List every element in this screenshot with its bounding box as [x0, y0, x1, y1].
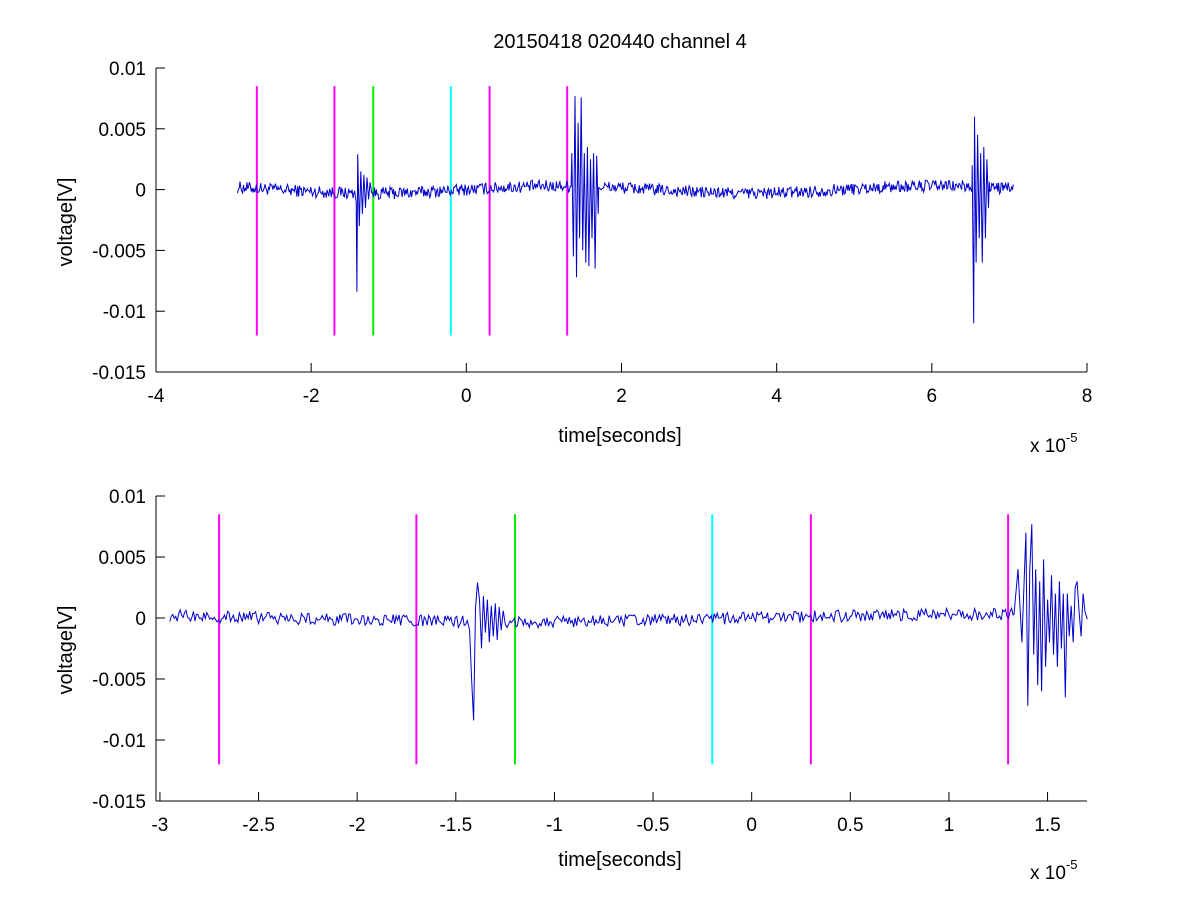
bottom-x-tick-label: -1.5	[439, 815, 472, 836]
top-x-tick-label: -4	[148, 386, 165, 407]
top-x-tick-label: 0	[461, 386, 472, 407]
top-x-axis-label: time[seconds]	[558, 425, 681, 447]
bottom-x-tick-label: 0.5	[837, 815, 863, 836]
top-x-tick-label: 8	[1082, 386, 1093, 407]
bottom-plot: -3 -2.5 -2 -1.5 -1 -0.5 0 0.5 1 1.5 0.01 0.005 0 -0.0…	[55, 487, 1088, 884]
top-y-tick-label: -0.015	[92, 363, 146, 384]
bottom-y-axis-label: voltage[V]	[55, 606, 77, 695]
bottom-x-tick-label: -3	[151, 815, 168, 836]
bottom-series-line	[169, 524, 1088, 721]
chart-title: 20150418 020440 channel 4	[493, 31, 747, 53]
top-y-axis-label: voltage[V]	[55, 178, 77, 267]
top-x-exponent-power: -5	[1066, 430, 1078, 445]
top-y-tick-label: -0.005	[92, 241, 146, 262]
top-plot: 20150418 020440 channel 4 -4 -2 0 2 4 6 8 0.01 0…	[55, 31, 1092, 457]
bottom-x-tick-label: -2.5	[242, 815, 275, 836]
bottom-x-tick-label: -2	[349, 815, 366, 836]
top-x-exponent-base: x 10	[1030, 436, 1066, 457]
top-x-tick-label: 4	[771, 386, 782, 407]
bottom-markers	[218, 514, 1010, 765]
top-x-tick-label: -2	[303, 386, 320, 407]
bottom-x-exponent-power: -5	[1066, 857, 1078, 872]
top-axes: -4 -2 0 2 4 6 8 0.01 0.005 0 -0.005 -0.01 -0.015	[92, 59, 1092, 407]
top-y-tick-label: 0.01	[109, 59, 146, 80]
top-trace	[237, 95, 1014, 324]
top-y-tick-label: 0.005	[98, 120, 146, 141]
bottom-x-tick-label: 1	[944, 815, 955, 836]
bottom-axes: -3 -2.5 -2 -1.5 -1 -0.5 0 0.5 1 1.5 0.01 0.005 0 -0.0…	[92, 487, 1087, 836]
bottom-y-tick-label: -0.015	[92, 792, 146, 813]
top-y-tick-label: -0.01	[103, 302, 146, 323]
bottom-y-tick-label: 0.01	[109, 487, 146, 508]
bottom-y-tick-label: -0.005	[92, 670, 146, 691]
bottom-x-tick-label: -1	[546, 815, 563, 836]
bottom-x-tick-label: -0.5	[637, 815, 670, 836]
bottom-x-axis-label: time[seconds]	[558, 849, 681, 871]
top-series-line	[237, 95, 1014, 324]
top-x-exponent: x 10-5	[1030, 430, 1077, 457]
bottom-y-tick-label: 0.005	[98, 548, 146, 569]
bottom-y-tick-label: 0	[135, 609, 146, 630]
top-x-tick-label: 6	[927, 386, 938, 407]
top-y-tick-label: 0	[135, 181, 146, 202]
top-x-tick-label: 2	[616, 386, 627, 407]
bottom-x-exponent: x 10-5	[1030, 857, 1077, 884]
bottom-y-tick-label: -0.01	[103, 731, 146, 752]
bottom-x-tick-label: 0	[746, 815, 757, 836]
top-markers	[255, 86, 569, 336]
bottom-x-exponent-base: x 10	[1030, 863, 1066, 884]
bottom-trace	[169, 524, 1088, 721]
bottom-x-tick-label: 1.5	[1034, 815, 1060, 836]
